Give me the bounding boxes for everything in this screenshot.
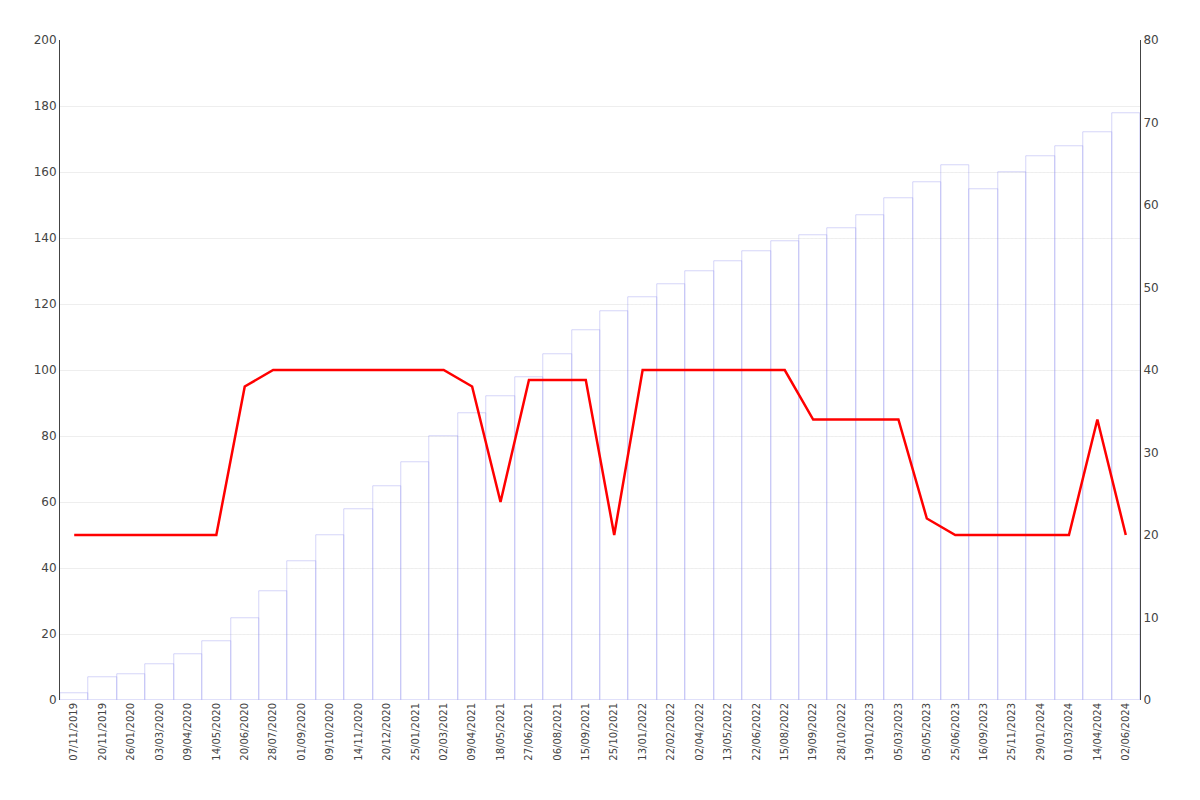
svg-text:14/05/2020: 14/05/2020 bbox=[211, 703, 222, 761]
svg-text:25/10/2021: 25/10/2021 bbox=[608, 703, 619, 761]
svg-text:20/06/2020: 20/06/2020 bbox=[239, 703, 250, 761]
svg-text:13/01/2022: 13/01/2022 bbox=[637, 703, 648, 761]
svg-text:25/11/2023: 25/11/2023 bbox=[1006, 703, 1017, 761]
svg-text:15/09/2021: 15/09/2021 bbox=[580, 703, 591, 761]
svg-text:140: 140 bbox=[34, 231, 57, 245]
svg-text:70: 70 bbox=[1143, 116, 1158, 130]
svg-text:19/01/2023: 19/01/2023 bbox=[864, 703, 875, 761]
svg-text:18/05/2021: 18/05/2021 bbox=[495, 703, 506, 761]
svg-text:160: 160 bbox=[34, 165, 57, 179]
svg-text:16/09/2023: 16/09/2023 bbox=[978, 703, 989, 761]
svg-text:28/07/2020: 28/07/2020 bbox=[267, 703, 278, 761]
svg-text:02/06/2024: 02/06/2024 bbox=[1120, 703, 1131, 761]
svg-text:20/11/2019: 20/11/2019 bbox=[97, 703, 108, 761]
svg-text:22/02/2022: 22/02/2022 bbox=[665, 703, 676, 761]
svg-text:120: 120 bbox=[34, 297, 57, 311]
svg-text:09/04/2021: 09/04/2021 bbox=[466, 703, 477, 761]
svg-text:0: 0 bbox=[49, 693, 57, 707]
svg-text:30: 30 bbox=[1143, 446, 1158, 460]
svg-text:13/05/2022: 13/05/2022 bbox=[722, 703, 733, 761]
svg-text:20: 20 bbox=[41, 627, 56, 641]
svg-text:06/08/2021: 06/08/2021 bbox=[552, 703, 563, 761]
svg-text:01/09/2020: 01/09/2020 bbox=[296, 703, 307, 761]
svg-text:180: 180 bbox=[34, 99, 57, 113]
svg-text:200: 200 bbox=[34, 33, 57, 47]
svg-text:19/09/2022: 19/09/2022 bbox=[807, 703, 818, 761]
svg-text:27/06/2021: 27/06/2021 bbox=[523, 703, 534, 761]
svg-text:60: 60 bbox=[1143, 198, 1158, 212]
svg-text:20/12/2020: 20/12/2020 bbox=[381, 703, 392, 761]
svg-text:05/03/2023: 05/03/2023 bbox=[893, 703, 904, 761]
svg-text:26/01/2020: 26/01/2020 bbox=[125, 703, 136, 761]
svg-text:100: 100 bbox=[34, 363, 57, 377]
svg-text:80: 80 bbox=[41, 429, 56, 443]
svg-text:14/04/2024: 14/04/2024 bbox=[1092, 703, 1103, 761]
svg-text:29/01/2024: 29/01/2024 bbox=[1035, 703, 1046, 761]
svg-text:09/10/2020: 09/10/2020 bbox=[324, 703, 335, 761]
svg-text:40: 40 bbox=[1143, 363, 1158, 377]
svg-text:15/08/2022: 15/08/2022 bbox=[779, 703, 790, 761]
svg-text:0: 0 bbox=[1143, 693, 1151, 707]
svg-text:14/11/2020: 14/11/2020 bbox=[353, 703, 364, 761]
svg-text:25/01/2021: 25/01/2021 bbox=[410, 703, 421, 761]
svg-text:60: 60 bbox=[41, 495, 56, 509]
svg-text:50: 50 bbox=[1143, 281, 1158, 295]
svg-text:02/03/2021: 02/03/2021 bbox=[438, 703, 449, 761]
svg-text:01/03/2024: 01/03/2024 bbox=[1063, 703, 1074, 761]
svg-text:25/06/2023: 25/06/2023 bbox=[950, 703, 961, 761]
svg-text:28/10/2022: 28/10/2022 bbox=[836, 703, 847, 761]
svg-text:10: 10 bbox=[1143, 611, 1158, 625]
svg-text:09/04/2020: 09/04/2020 bbox=[182, 703, 193, 761]
svg-text:80: 80 bbox=[1143, 33, 1158, 47]
svg-text:40: 40 bbox=[41, 561, 56, 575]
svg-text:07/11/2019: 07/11/2019 bbox=[68, 703, 79, 761]
svg-text:02/04/2022: 02/04/2022 bbox=[694, 703, 705, 761]
svg-text:03/03/2020: 03/03/2020 bbox=[154, 703, 165, 761]
svg-text:20: 20 bbox=[1143, 528, 1158, 542]
svg-text:22/06/2022: 22/06/2022 bbox=[751, 703, 762, 761]
svg-text:05/05/2023: 05/05/2023 bbox=[921, 703, 932, 761]
